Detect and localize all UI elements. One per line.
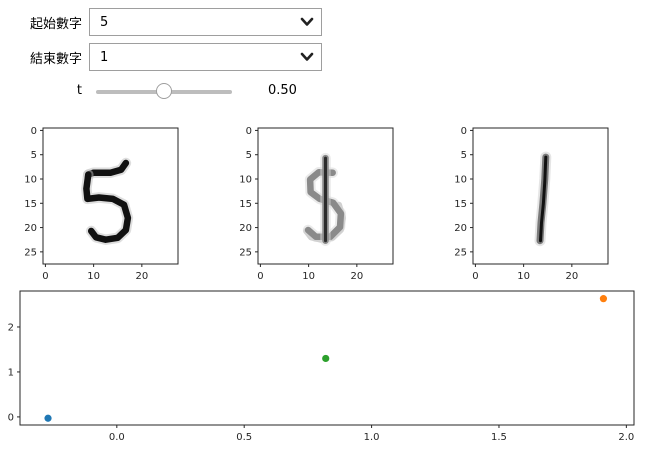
x-tick-label: 1.5 xyxy=(491,432,507,443)
scatter-point xyxy=(599,295,608,303)
start-digit-value: 5 xyxy=(100,14,109,30)
y-tick-label: 0 xyxy=(246,126,252,137)
y-tick-label: 20 xyxy=(24,223,37,234)
t-slider-handle[interactable] xyxy=(156,83,172,99)
y-tick-label: 25 xyxy=(454,247,467,258)
x-tick-label: 10 xyxy=(302,271,315,282)
y-tick-label: 2 xyxy=(8,322,14,333)
x-tick-label: 0.0 xyxy=(109,432,125,443)
chevron-down-icon xyxy=(300,17,314,26)
start-digit-dropdown[interactable]: 5 xyxy=(89,8,322,36)
digit-start-plot: 0 5 10 15 20 25 0 10 20 xyxy=(24,126,179,282)
y-tick-label: 25 xyxy=(239,247,252,258)
y-tick-label: 15 xyxy=(454,199,467,210)
x-tick-label: 20 xyxy=(565,271,578,282)
y-tick-label: 15 xyxy=(24,199,37,210)
y-tick-label: 10 xyxy=(239,175,252,186)
image-frame xyxy=(257,127,394,265)
t-slider-row: t 0.50 xyxy=(0,80,645,104)
x-tick-label: 2.0 xyxy=(618,432,634,443)
t-slider-label: t xyxy=(76,83,82,98)
y-tick-label: 5 xyxy=(246,150,252,161)
y-tick-label: 1 xyxy=(8,367,14,378)
start-digit-label: 起始數字 xyxy=(29,16,82,32)
end-digit-dropdown[interactable]: 1 xyxy=(89,43,322,71)
y-tick-label: 0 xyxy=(461,126,467,137)
x-tick-label: 0 xyxy=(472,271,478,282)
y-tick-label: 10 xyxy=(24,175,37,186)
y-tick-label: 0 xyxy=(8,412,14,423)
digit-strokes xyxy=(81,157,134,245)
x-tick-label: 10 xyxy=(517,271,530,282)
y-tick-label: 5 xyxy=(461,150,467,161)
latent-scatter-plot: 0.0 0.5 1.0 1.5 2.0 0 1 2 xyxy=(8,290,635,443)
y-tick-label: 15 xyxy=(239,199,252,210)
x-tick-label: 0 xyxy=(42,271,48,282)
end-digit-label: 結束數字 xyxy=(29,51,82,67)
y-tick-label: 20 xyxy=(239,223,252,234)
end-digit-value: 1 xyxy=(100,49,109,65)
y-tick-label: 20 xyxy=(454,223,467,234)
x-tick-label: 20 xyxy=(135,271,148,282)
y-tick-label: 0 xyxy=(31,126,37,137)
x-tick-label: 20 xyxy=(350,271,363,282)
digit-end-plot: 0 5 10 15 20 25 0 10 20 xyxy=(454,126,609,282)
start-digit-row: 起始數字 xyxy=(0,8,86,36)
y-tick-label: 5 xyxy=(31,150,37,161)
scatter-point xyxy=(322,354,330,363)
x-tick-label: 10 xyxy=(87,271,100,282)
t-slider-value: 0.50 xyxy=(268,83,297,98)
digit-strokes xyxy=(539,155,548,243)
y-tick-label: 10 xyxy=(454,175,467,186)
image-frame xyxy=(42,127,179,265)
x-tick-label: 0.5 xyxy=(236,432,252,443)
x-tick-label: 0 xyxy=(257,271,263,282)
chevron-down-icon xyxy=(300,52,314,61)
scatter-point xyxy=(44,414,52,422)
y-tick-label: 25 xyxy=(24,247,37,258)
x-tick-label: 1.0 xyxy=(364,432,380,443)
digit-interpolated-plot: 0 5 10 15 20 25 0 10 20 xyxy=(239,126,394,282)
end-digit-row: 結束數字 xyxy=(0,43,86,71)
image-frame xyxy=(472,127,609,265)
